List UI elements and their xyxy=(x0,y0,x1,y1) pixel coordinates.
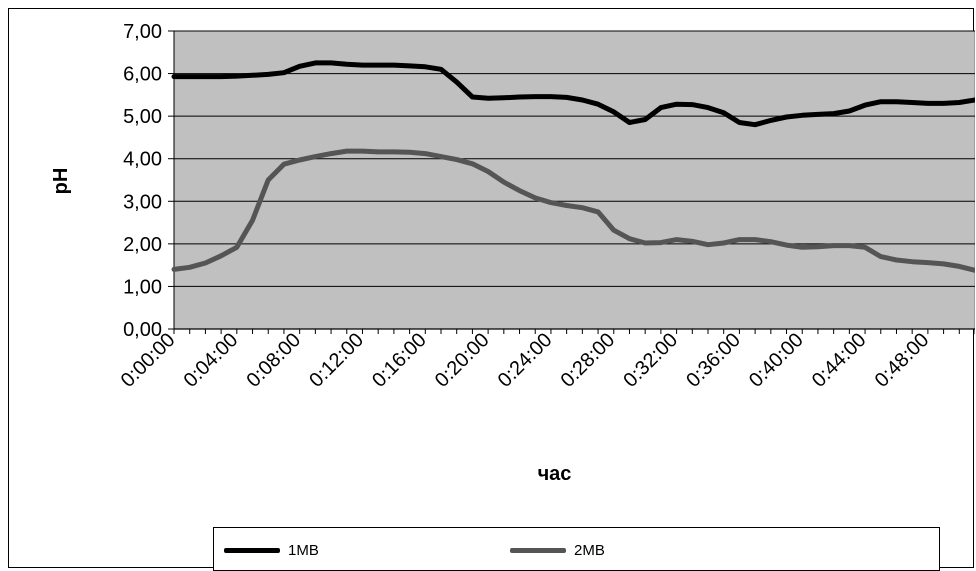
y-tick-label: 0,00 xyxy=(123,319,162,341)
line-chart: 0,001,002,003,004,005,006,007,000:00:00 0… xyxy=(50,21,975,485)
series-line-2mb xyxy=(171,148,975,273)
x-tick-label: 0:12:00 xyxy=(305,329,368,392)
x-axis-title: час xyxy=(538,463,572,485)
series-line-1mb xyxy=(171,60,975,128)
y-tick-label: 6,00 xyxy=(123,64,162,86)
x-tick-label: 0:04:00 xyxy=(180,329,243,392)
y-tick-label: 2,00 xyxy=(123,234,162,256)
plot-area xyxy=(173,30,975,330)
x-tick-label: 0:28:00 xyxy=(557,329,620,392)
legend-swatch-1mb xyxy=(224,547,280,553)
x-tick-label: 0:08:00 xyxy=(242,329,305,392)
x-tick-label: 0:36:00 xyxy=(682,329,745,392)
legend-item-1mb: 1MB xyxy=(224,540,319,560)
chart-frame: 0,00 1,00 2,00 3,00 4,00 5,00 6,00 7,00 0:00:00 0… xyxy=(8,8,975,571)
x-tick-label: 0:32:00 xyxy=(619,329,682,392)
y-axis-title: pH xyxy=(50,168,72,195)
x-tick-label: 0:44:00 xyxy=(808,329,871,392)
y-tick-label: 1,00 xyxy=(123,276,162,298)
y-tick-label: 7,00 xyxy=(123,21,162,43)
x-tick-label: 0:24:00 xyxy=(494,329,557,392)
x-tick-label: 0:40:00 xyxy=(745,329,808,392)
legend-swatch-2mb xyxy=(510,547,566,553)
legend: 1MB 2MB xyxy=(213,527,940,571)
y-tick-label: 4,00 xyxy=(123,149,162,171)
x-tick-label: 0:20:00 xyxy=(431,329,494,392)
legend-label-2mb: 2MB xyxy=(574,541,605,559)
x-tick-label: 0:16:00 xyxy=(368,329,431,392)
legend-item-2mb: 2MB xyxy=(510,540,605,560)
y-tick-label: 5,00 xyxy=(123,106,162,128)
x-tick-label: 0:48:00 xyxy=(871,329,934,392)
y-tick-label: 3,00 xyxy=(123,191,162,213)
legend-label-1mb: 1MB xyxy=(288,541,319,559)
